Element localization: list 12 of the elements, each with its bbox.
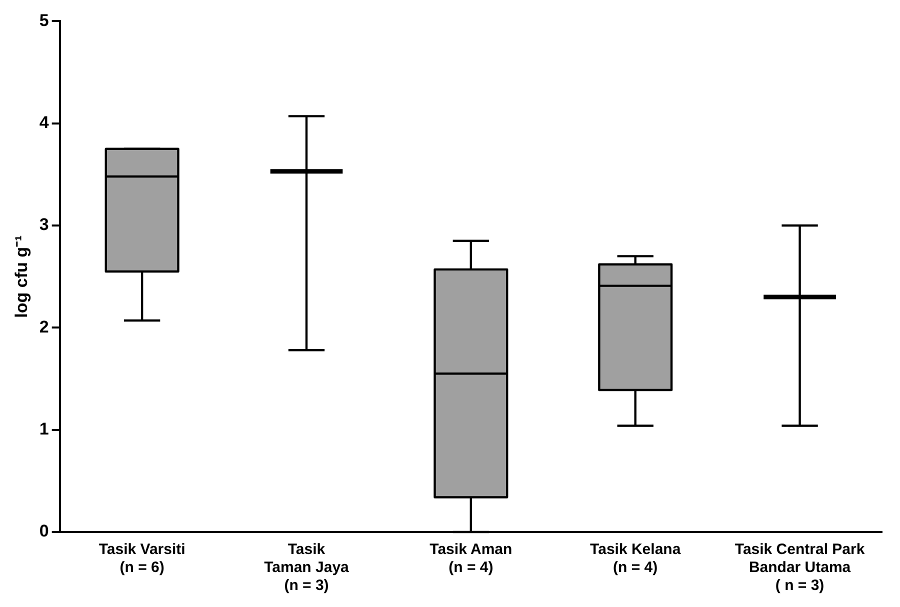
x-tick-label: Tasik Taman Jaya (n = 3): [264, 541, 350, 594]
y-tick-label: 1: [39, 420, 49, 439]
y-tick-label: 0: [39, 522, 49, 541]
x-tick-label: Tasik Varsiti (n = 6): [98, 541, 186, 576]
x-tick-label: Tasik Kelana (n = 4): [590, 541, 682, 576]
y-tick-label: 5: [39, 10, 49, 30]
y-axis-title: log cfu g⁻¹: [12, 235, 31, 318]
y-tick-label: 2: [39, 317, 49, 336]
y-tick-label: 4: [39, 113, 50, 132]
y-tick-label: 3: [39, 215, 49, 234]
x-tick-label: Tasik Central Park Bandar Utama ( n = 3): [734, 541, 866, 594]
x-tick-label: Tasik Aman (n = 4): [430, 541, 512, 576]
